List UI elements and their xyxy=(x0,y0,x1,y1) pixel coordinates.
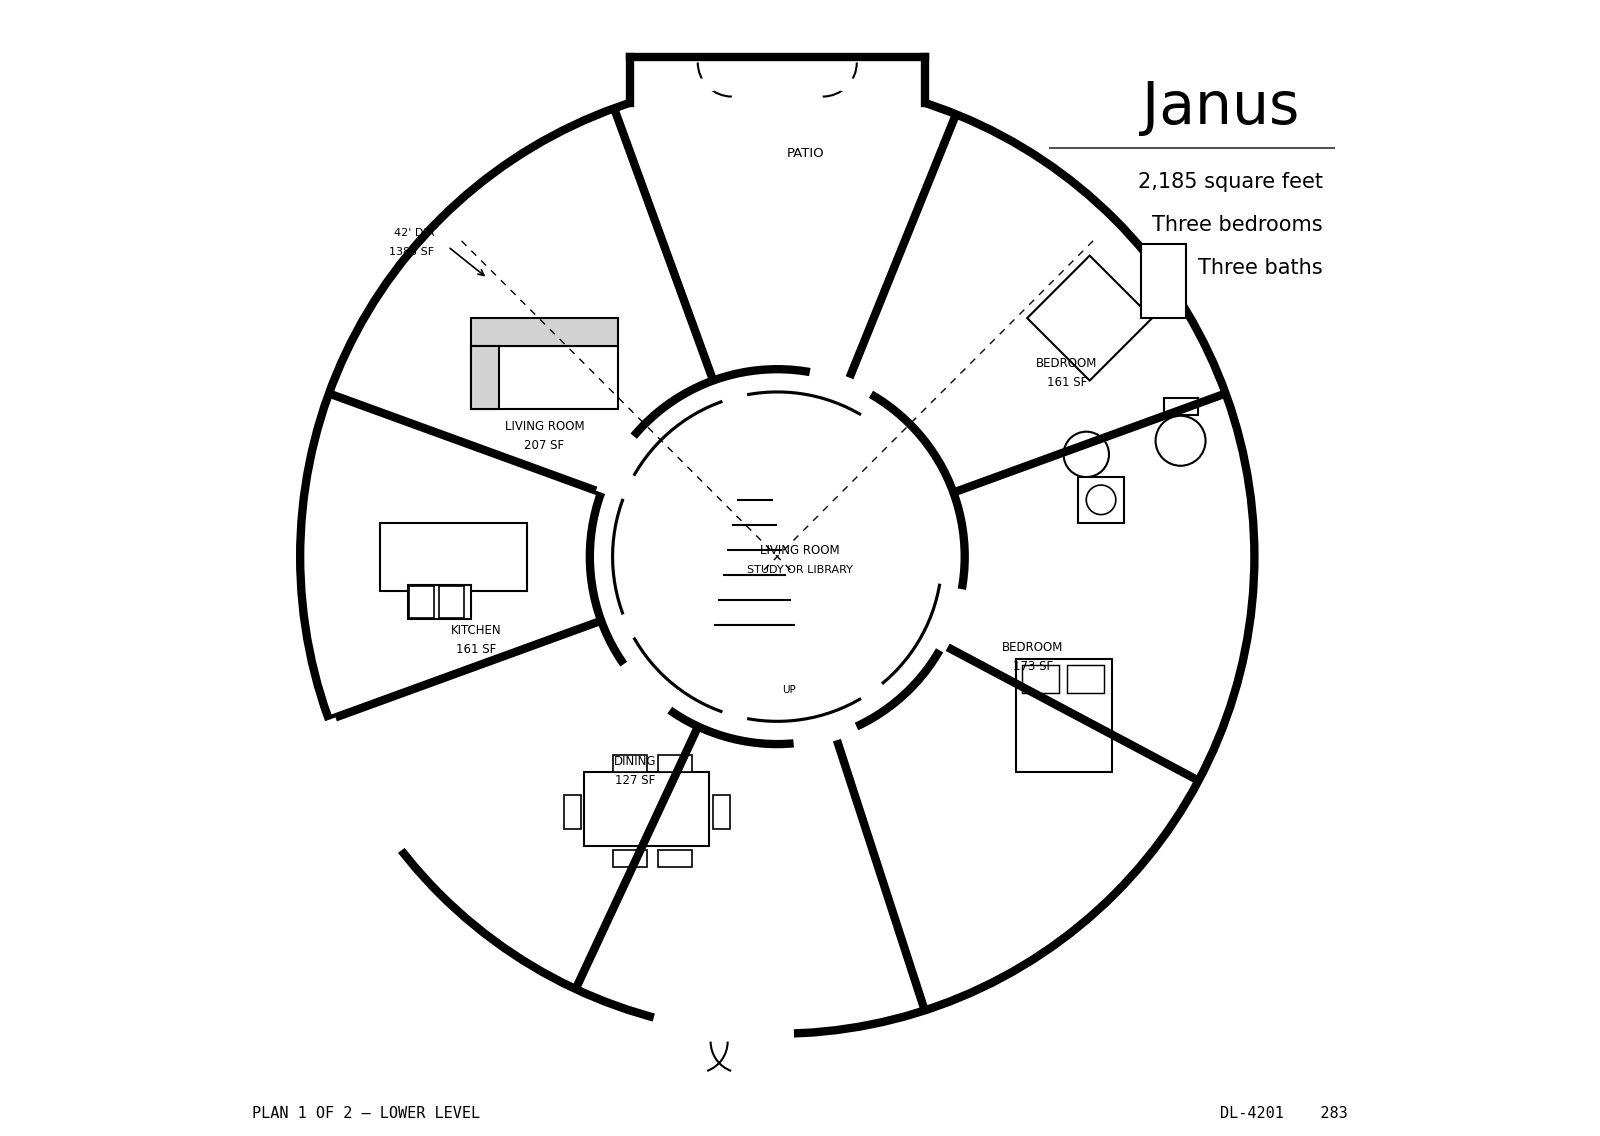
Text: UP: UP xyxy=(782,685,795,694)
Text: 207 SF: 207 SF xyxy=(525,438,565,452)
Text: 173 SF: 173 SF xyxy=(1013,660,1053,674)
Text: LIVING ROOM: LIVING ROOM xyxy=(760,544,840,558)
Text: BEDROOM: BEDROOM xyxy=(1037,357,1098,370)
Bar xyxy=(470,346,499,409)
Bar xyxy=(584,772,709,846)
Text: 42' DIA: 42' DIA xyxy=(394,228,434,237)
Text: 127 SF: 127 SF xyxy=(614,774,656,787)
Text: 1385 SF: 1385 SF xyxy=(389,248,434,257)
Bar xyxy=(1163,398,1197,415)
Text: STUDY OR LIBRARY: STUDY OR LIBRARY xyxy=(747,566,853,575)
Text: KITCHEN: KITCHEN xyxy=(451,624,501,637)
Text: DL-4201    283: DL-4201 283 xyxy=(1219,1105,1347,1121)
Bar xyxy=(438,586,464,618)
Text: PLAN 1 OF 2 – LOWER LEVEL: PLAN 1 OF 2 – LOWER LEVEL xyxy=(253,1105,480,1121)
Text: PATIO: PATIO xyxy=(787,147,824,160)
Polygon shape xyxy=(1027,256,1152,381)
Bar xyxy=(1078,477,1123,523)
Bar xyxy=(658,755,693,772)
Bar xyxy=(1021,665,1059,693)
Bar xyxy=(613,755,646,772)
Bar xyxy=(470,346,618,409)
Text: BEDROOM: BEDROOM xyxy=(1002,641,1064,654)
Bar xyxy=(1016,659,1112,772)
Bar xyxy=(613,850,646,867)
Text: Three baths: Three baths xyxy=(1198,258,1323,278)
Bar xyxy=(408,585,470,619)
Bar xyxy=(1067,665,1104,693)
Text: DINING: DINING xyxy=(614,754,656,768)
Bar xyxy=(379,523,528,591)
Bar xyxy=(658,850,693,867)
Text: 2,185 square feet: 2,185 square feet xyxy=(1138,172,1323,192)
Bar xyxy=(712,795,730,829)
Text: 161 SF: 161 SF xyxy=(456,643,496,657)
Bar xyxy=(410,586,434,618)
Bar xyxy=(470,318,618,346)
Text: Three bedrooms: Three bedrooms xyxy=(1152,215,1323,235)
Bar xyxy=(1141,244,1186,318)
Text: Janus: Janus xyxy=(1142,80,1299,136)
Text: 161 SF: 161 SF xyxy=(1046,376,1086,390)
Text: LIVING ROOM: LIVING ROOM xyxy=(504,419,584,433)
Bar xyxy=(563,795,581,829)
